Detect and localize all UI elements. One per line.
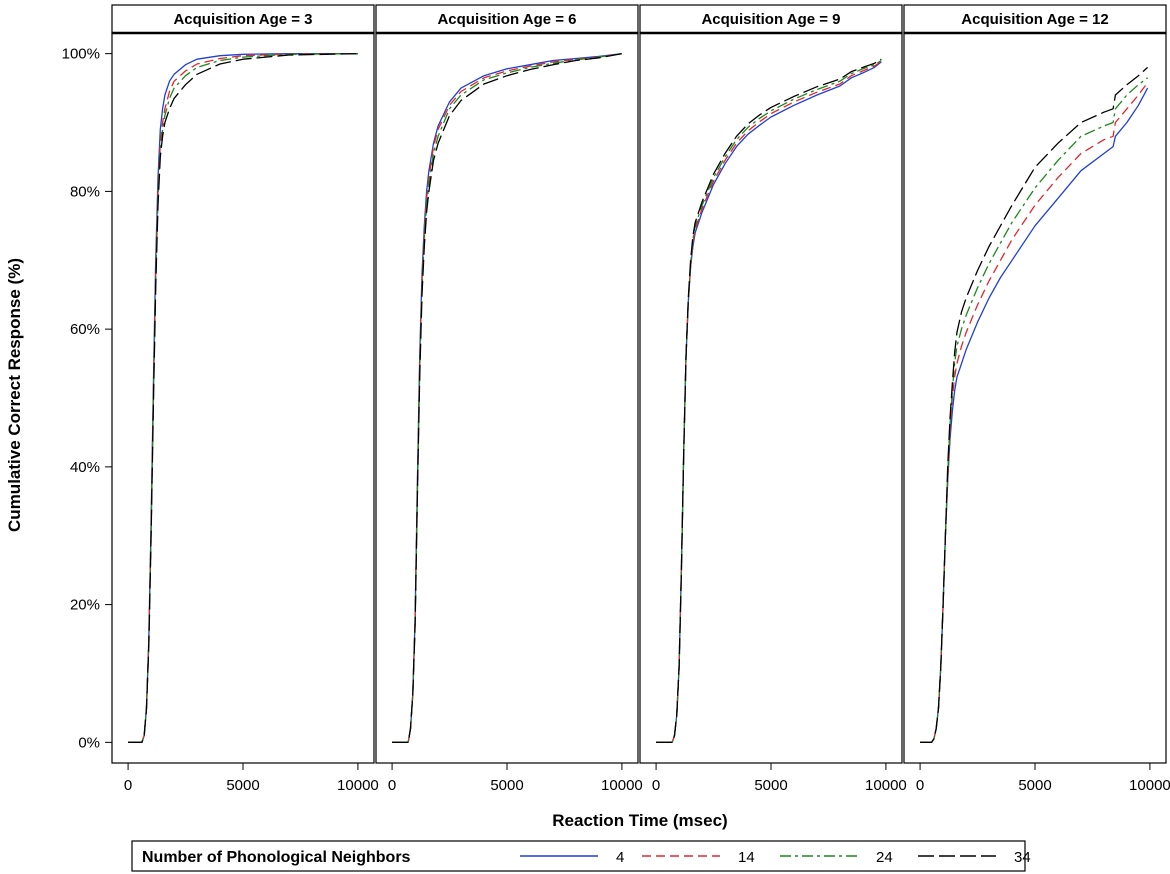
panel-header [375,4,639,34]
x-tick-label: 10000 [865,777,907,794]
legend-label: 24 [876,849,893,866]
x-tick-label: 0 [916,777,924,794]
x-tick-label: 0 [652,777,660,794]
series-line-4 [920,87,1149,743]
series-line-24 [128,53,358,743]
y-tick-label: 100% [62,46,100,63]
series-line-14 [656,60,882,743]
series-line-34 [392,53,623,743]
panel-title: Acquisition Age = 6 [437,11,576,28]
x-tick-label: 10000 [1129,777,1170,794]
x-axis-title: Reaction Time (msec) [552,811,727,830]
x-tick-label: 5000 [754,777,787,794]
series-line-34 [656,58,882,743]
series-line-34 [128,53,358,743]
series-line-4 [128,53,358,743]
y-axis-title: Cumulative Correct Response (%) [5,258,24,532]
panel-title: Acquisition Age = 3 [173,11,312,28]
x-tick-label: 10000 [337,777,379,794]
series-line-24 [392,53,622,743]
panel-title: Acquisition Age = 12 [961,11,1108,28]
legend-label: 4 [616,849,624,866]
legend-label: 34 [1014,849,1031,866]
x-tick-label: 10000 [601,777,643,794]
panel: Acquisition Age = 3 0 5000 10000 [111,4,379,794]
panel-header [639,4,903,34]
y-tick-label: 0% [78,734,100,751]
y-tick-label: 80% [70,183,100,200]
panels: Acquisition Age = 30 5000 10000Acquisition… [111,4,1170,794]
panel-frame [111,32,375,764]
panel-title: Acquisition Age = 9 [701,11,840,28]
x-tick-label: 0 [124,777,132,794]
x-tick-label: 5000 [226,777,259,794]
panel-frame [375,32,639,764]
legend-title: Number of Phonological Neighbors [142,849,411,866]
x-tick-label: 5000 [1018,777,1051,794]
series-line-14 [128,53,358,743]
y-tick-label: 40% [70,459,100,476]
y-axis: 0% 20% 40% 60% 80% 100% [62,46,112,751]
x-tick-label: 5000 [490,777,523,794]
series-line-4 [392,53,622,743]
legend: Number of Phonological Neighbors 4 14 24 34 [131,840,1031,872]
panel: Acquisition Age = 9 0 5000 10000 [639,4,907,794]
series-line-14 [392,53,622,743]
y-tick-label: 60% [70,321,100,338]
panel: Acquisition Age = 6 0 5000 10000 [375,4,643,794]
series-line-14 [920,82,1149,743]
series-line-24 [656,59,882,743]
y-tick-label: 20% [70,597,100,614]
series-line-34 [920,66,1149,743]
legend-label: 14 [738,849,755,866]
series-line-24 [920,77,1148,743]
panel: Acquisition Age = 12 0 5000 10000 [903,4,1170,794]
series-line-4 [656,61,882,743]
panel-frame [903,32,1167,764]
x-tick-label: 0 [388,777,396,794]
